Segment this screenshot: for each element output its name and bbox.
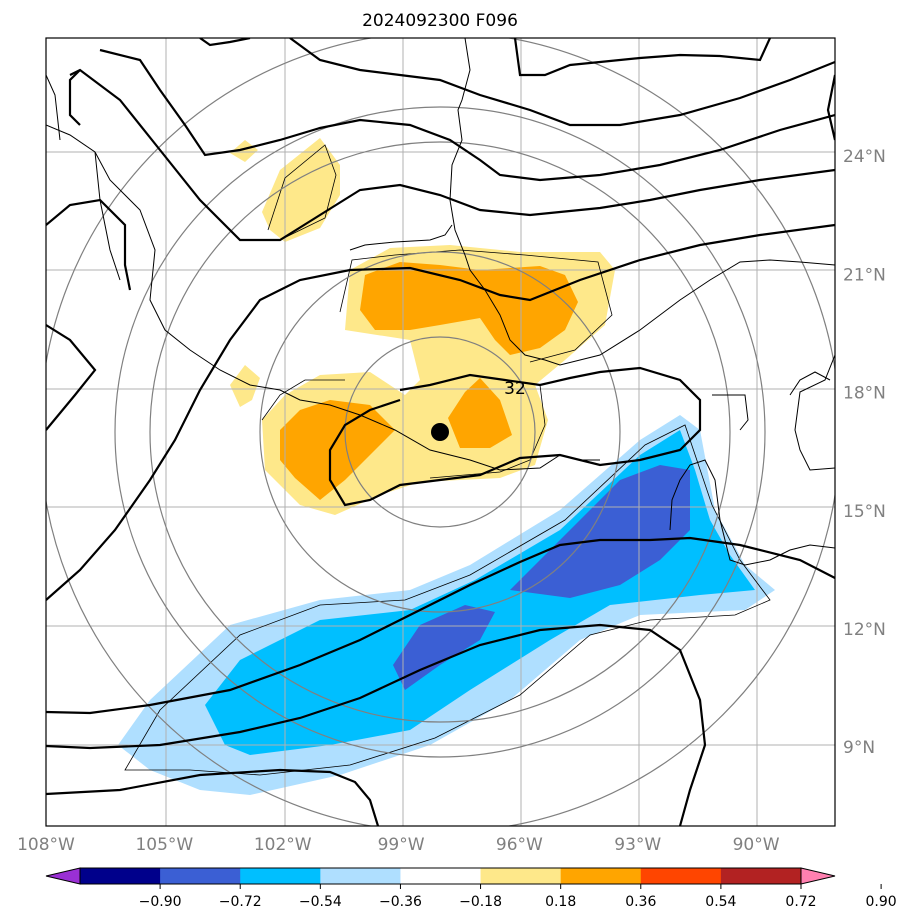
colorbar-tick-label: 0.72 [785, 894, 816, 910]
colorbar-tick-label: 0.54 [705, 894, 736, 910]
positive-anomaly-medium-2 [280, 400, 395, 500]
lat-tick-label: 21°N [843, 265, 886, 285]
lon-tick-label: 96°W [496, 835, 543, 855]
lon-tick-label: 108°W [17, 835, 75, 855]
map-title: 2024092300 F096 [362, 11, 518, 31]
colorbar-tick-label: −0.36 [379, 894, 422, 910]
map-area: 32 [46, 38, 835, 826]
range-rings [46, 38, 835, 826]
lat-tick-label: 9°N [843, 738, 875, 758]
colorbar-segment [720, 868, 802, 884]
lon-tick-label: 90°W [733, 835, 780, 855]
positive-anomaly-light-4 [230, 140, 258, 162]
colorbar-segment [480, 868, 562, 884]
height-contours [46, 38, 835, 826]
lon-tick-label: 93°W [614, 835, 661, 855]
map-frame [45, 37, 836, 827]
lon-tick-label: 102°W [254, 835, 312, 855]
longitude-axis: 108°W 105°W 102°W 99°W 96°W 93°W 90°W [17, 835, 780, 855]
colorbar-segment [240, 868, 321, 884]
positive-anomaly-medium-1 [360, 262, 578, 355]
lat-lon-grid [46, 38, 835, 826]
colorbar-tick-label: 0.36 [625, 894, 656, 910]
positive-anomaly-light-3 [230, 365, 260, 407]
colorbar-tick-label: −0.18 [459, 894, 502, 910]
lat-tick-label: 12°N [843, 620, 886, 640]
positive-anomaly-light-2 [262, 138, 340, 242]
colorbar-tick-label: −0.54 [299, 894, 342, 910]
positive-anomaly-medium-3 [448, 378, 512, 448]
colorbar-segment [160, 868, 241, 884]
contour-label: 32 [504, 379, 526, 399]
storm-center-marker [431, 423, 449, 441]
colorbar-segment [400, 868, 482, 884]
colorbar-extend-low [45, 867, 81, 885]
latitude-axis: 24°N 21°N 18°N 15°N 12°N 9°N [843, 147, 886, 758]
lat-tick-label: 24°N [843, 147, 886, 167]
lon-tick-label: 105°W [135, 835, 193, 855]
colorbar-tick-label: 0.18 [545, 894, 576, 910]
colorbar-segment [560, 868, 642, 884]
colorbar-extend-high [800, 867, 836, 885]
colorbar: −0.90 −0.72 −0.54 −0.36 −0.18 0.18 0.36 0.54 0.7… [45, 867, 897, 910]
lon-tick-label: 99°W [378, 835, 425, 855]
lat-tick-label: 15°N [843, 502, 886, 522]
colorbar-segment [320, 868, 401, 884]
anomaly-outlines [124, 144, 771, 776]
colorbar-tick-label: −0.90 [139, 894, 182, 910]
colorbar-segment [640, 868, 722, 884]
lat-tick-label: 18°N [843, 384, 886, 404]
colorbar-segment [80, 868, 161, 884]
negative-anomaly-strong-1 [510, 465, 690, 598]
coastlines [46, 38, 835, 566]
colorbar-outline [79, 867, 802, 885]
colorbar-tick-label: 0.90 [866, 894, 897, 910]
colorbar-tick-label: −0.72 [219, 894, 262, 910]
